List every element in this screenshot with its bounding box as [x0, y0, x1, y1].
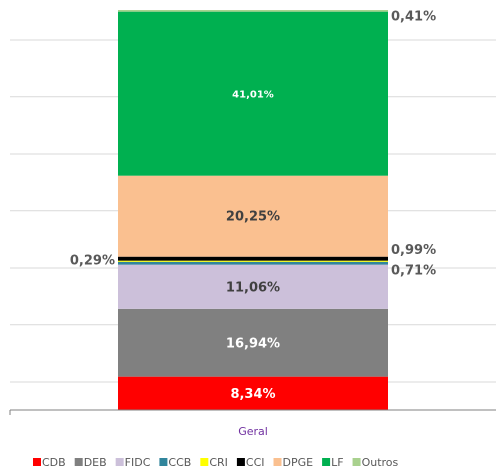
legend-label: DEB	[84, 456, 107, 469]
bar-segment	[118, 308, 388, 377]
legend-label: CRI	[209, 456, 228, 469]
legend-label: LF	[331, 456, 343, 469]
legend-swatch	[236, 458, 245, 466]
bar-segment	[118, 261, 388, 265]
value-label: 16,94%	[226, 336, 280, 351]
bar-segment	[118, 260, 388, 262]
legend-swatch	[352, 458, 361, 466]
value-label: 0,29%	[70, 254, 115, 269]
bar-segment	[118, 376, 388, 410]
value-label: 8,34%	[230, 387, 275, 402]
legend-label: CDB	[42, 456, 66, 469]
bar-segment	[118, 256, 388, 261]
legend-swatch	[273, 458, 282, 466]
value-label: 0,41%	[391, 9, 436, 24]
bar-segment	[118, 175, 388, 257]
legend-swatch	[159, 458, 168, 466]
legend-swatch	[33, 458, 41, 466]
legend-label: DPGE	[283, 456, 314, 469]
value-label: 0,99%	[391, 243, 436, 258]
legend-label: FIDC	[125, 456, 151, 469]
legend-label: Outros	[362, 456, 399, 469]
bar-segment	[118, 11, 388, 176]
x-tick-label: Geral	[238, 425, 268, 438]
value-label: 20,25%	[226, 210, 280, 225]
value-label: 41,01%	[232, 90, 274, 101]
bar-segment	[118, 264, 388, 309]
legend-swatch	[115, 458, 124, 466]
legend-label: CCB	[168, 456, 191, 469]
value-label: 11,06%	[226, 280, 280, 295]
legend-swatch	[322, 458, 331, 466]
legend-swatch	[200, 458, 209, 466]
legend-label: CCI	[246, 456, 265, 469]
bar-segment	[118, 10, 388, 12]
legend-swatch	[74, 458, 83, 466]
value-label: 0,71%	[391, 264, 436, 279]
